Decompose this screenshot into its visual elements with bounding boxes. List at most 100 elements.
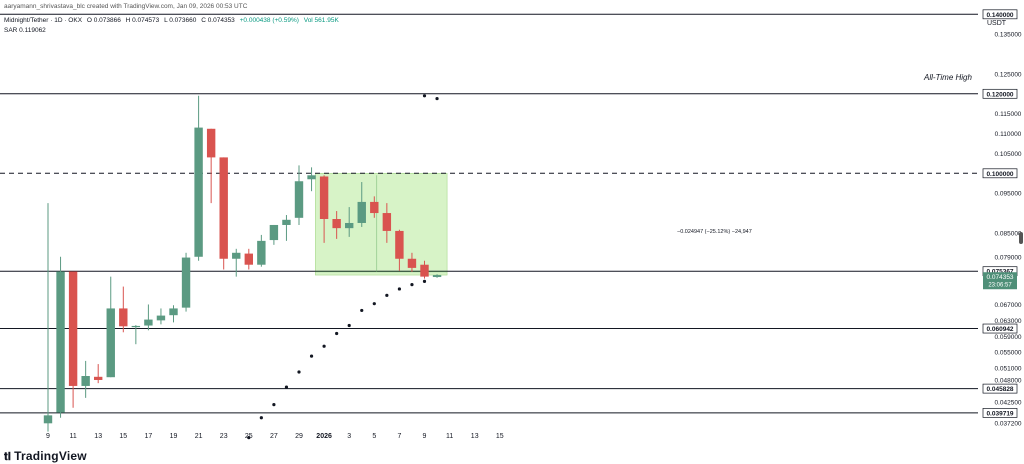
x-axis-tick-label: 29 xyxy=(295,433,303,440)
y-axis-tick-label: 0.125000 xyxy=(994,71,1021,78)
x-axis-tick-label: 15 xyxy=(496,433,504,440)
x-axis-tick-label: 9 xyxy=(423,433,427,440)
candle-body[interactable] xyxy=(282,219,291,225)
ohlc-legend: Midnight/Tether · 1D · OKX O 0.073866 H … xyxy=(4,17,342,24)
candle-body[interactable] xyxy=(382,213,392,231)
sar-dot xyxy=(335,331,339,336)
candle-body[interactable] xyxy=(81,376,90,386)
x-axis-tick-label: 5 xyxy=(372,433,376,440)
candle-body[interactable] xyxy=(156,315,166,321)
current-price-tag[interactable] xyxy=(983,272,1017,290)
x-axis-tick-label: 15 xyxy=(119,433,127,440)
level-price-tag[interactable] xyxy=(982,323,1018,334)
candle-body[interactable] xyxy=(219,157,228,259)
x-axis-tick-label: 13 xyxy=(94,433,102,440)
x-axis-tick-label: 2026 xyxy=(316,433,332,440)
level-price-tag[interactable] xyxy=(982,9,1018,20)
level-price-label: 0.120000 xyxy=(986,91,1013,98)
x-axis-tick-label: 7 xyxy=(397,433,401,440)
sar-dot xyxy=(422,279,427,284)
x-axis-tick-label: 21 xyxy=(195,433,203,440)
open-value: O 0.073866 xyxy=(86,17,121,24)
candle-body[interactable] xyxy=(68,271,78,386)
candle-body[interactable] xyxy=(357,201,366,223)
level-price-label: 0.075367 xyxy=(986,269,1013,276)
candle-body[interactable] xyxy=(169,308,178,316)
level-price-label: 0.039719 xyxy=(986,410,1013,417)
y-axis-tick-label: 0.105000 xyxy=(994,151,1021,158)
volume-value: Vol 561.95K xyxy=(303,17,339,24)
candle-body[interactable] xyxy=(332,219,341,229)
sar-dot xyxy=(372,302,376,306)
candle-body[interactable] xyxy=(94,376,103,380)
currency-label: USDT xyxy=(987,20,1007,27)
x-axis-tick-label: 3 xyxy=(347,433,351,440)
y-axis-tick-label: 0.037200 xyxy=(994,420,1021,427)
x-axis-tick-label: 11 xyxy=(446,433,453,440)
candle-body[interactable] xyxy=(119,308,128,327)
all-time-high-label: All-Time High xyxy=(924,73,972,82)
sar-dot xyxy=(360,308,364,313)
sar-dot xyxy=(347,323,351,328)
candle-body[interactable] xyxy=(206,128,216,158)
y-axis-tick-label: 0.048000 xyxy=(994,377,1021,384)
candle-body[interactable] xyxy=(395,230,404,259)
level-price-tag[interactable] xyxy=(982,408,1018,418)
level-price-tag[interactable] xyxy=(982,383,1018,394)
candle-body[interactable] xyxy=(269,224,279,241)
candle-body[interactable] xyxy=(294,181,304,218)
candle-body[interactable] xyxy=(181,257,191,308)
tradingview-logo: 𝐭𝐥 TradingView xyxy=(4,449,87,464)
level-price-tag[interactable] xyxy=(982,168,1018,179)
y-axis-tick-label: 0.055000 xyxy=(994,350,1021,357)
candle-body[interactable] xyxy=(106,308,115,378)
candle-body[interactable] xyxy=(131,325,141,328)
high-value: H 0.074573 xyxy=(125,17,160,24)
low-value: L 0.073660 xyxy=(164,17,197,24)
candle-body[interactable] xyxy=(232,252,241,259)
symbol-label[interactable]: Midnight/Tether · 1D · OKX xyxy=(4,17,83,24)
y-axis-tick-label: 0.042500 xyxy=(994,399,1021,406)
candle-body[interactable] xyxy=(432,275,442,278)
y-axis-tick-label: 0.067000 xyxy=(994,302,1021,309)
x-axis-tick-label: 17 xyxy=(145,433,153,440)
candle-body[interactable] xyxy=(144,319,153,326)
x-axis-tick-label: 27 xyxy=(270,433,278,440)
sar-indicator-label[interactable]: SAR 0.119062 xyxy=(4,27,46,34)
candle-body[interactable] xyxy=(56,271,65,413)
candle-body[interactable] xyxy=(319,176,329,220)
close-value: C 0.074353 xyxy=(201,17,235,24)
price-scale-handle[interactable] xyxy=(1019,232,1023,244)
candle-body[interactable] xyxy=(345,222,354,229)
x-axis-tick-label: 9 xyxy=(46,433,50,440)
level-price-label: 0.060942 xyxy=(986,326,1013,333)
y-axis-tick-label: 0.115000 xyxy=(995,111,1022,118)
candle-body[interactable] xyxy=(43,415,53,424)
y-axis-tick-label: 0.110000 xyxy=(995,131,1022,138)
level-price-label: 0.045828 xyxy=(986,386,1013,393)
candle-body[interactable] xyxy=(420,264,429,277)
candle-body[interactable] xyxy=(194,127,203,257)
sar-dot xyxy=(297,370,301,374)
measure-label: −0.024947 (−25.12%) −24,947 xyxy=(677,229,752,235)
sar-dot xyxy=(309,354,314,358)
candle-body[interactable] xyxy=(244,253,253,265)
candle-countdown-label: 23:06:57 xyxy=(988,283,1012,289)
sar-dot xyxy=(385,293,389,297)
x-axis-tick-label: 13 xyxy=(471,433,479,440)
level-price-tag[interactable] xyxy=(982,88,1018,99)
y-axis-tick-label: 0.059000 xyxy=(994,334,1021,341)
change-value: +0.000438 (+0.59%) xyxy=(239,17,299,24)
sar-dot xyxy=(410,282,414,287)
candle-body[interactable] xyxy=(257,240,266,265)
y-axis-tick-label: 0.063000 xyxy=(994,318,1021,325)
y-axis-tick-label: 0.085000 xyxy=(994,230,1021,237)
x-axis-tick-label: 19 xyxy=(170,433,178,440)
candle-body[interactable] xyxy=(370,201,379,214)
candle-body[interactable] xyxy=(407,258,417,268)
sar-dot xyxy=(284,385,289,389)
brand-text: TradingView xyxy=(14,449,87,463)
candle-body[interactable] xyxy=(307,175,316,180)
sar-dot xyxy=(322,344,326,348)
